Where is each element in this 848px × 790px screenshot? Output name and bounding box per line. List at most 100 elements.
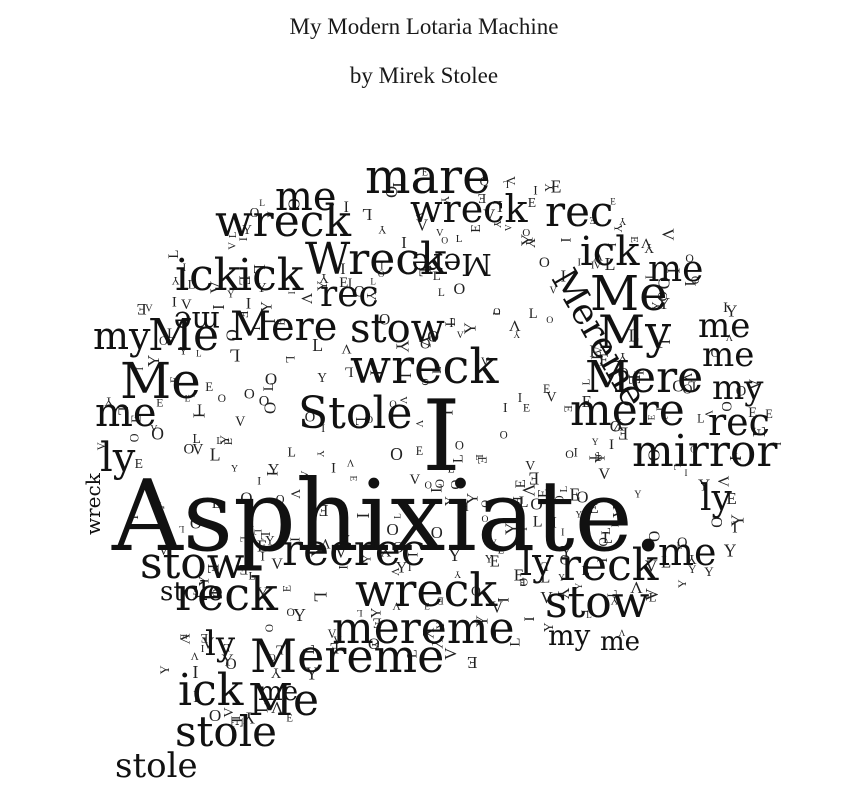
filler-letter: L <box>430 366 444 374</box>
filler-letter: L <box>734 452 740 463</box>
filler-letter: V <box>414 212 424 219</box>
filler-letter: V <box>489 539 497 550</box>
filler-letter: L <box>415 267 434 277</box>
filler-letter: L <box>127 515 141 523</box>
filler-letter: Y <box>179 344 188 357</box>
filler-letter: I <box>561 266 567 285</box>
filler-letter: Y <box>231 464 238 475</box>
filler-letter: Y <box>523 238 538 248</box>
filler-letter: E <box>625 374 644 384</box>
filler-letter: L <box>558 486 570 493</box>
author-byline: by Mirek Stolee <box>349 63 499 88</box>
filler-letter: I <box>771 442 783 446</box>
filler-letter: Y <box>257 280 267 296</box>
cloud-word: ick <box>238 250 304 301</box>
filler-letter: V <box>202 634 215 653</box>
filler-letter: L <box>655 339 672 348</box>
filler-letter: L <box>519 493 529 511</box>
cloud-word: ly <box>205 624 236 664</box>
filler-letter: L <box>178 524 184 534</box>
cloud-word: Mere <box>585 352 703 403</box>
filler-letter: O <box>159 334 168 348</box>
filler-letter: V <box>415 335 434 347</box>
filler-letter: I <box>331 461 336 477</box>
filler-letter: L <box>228 232 239 238</box>
filler-letter: Y <box>612 416 624 435</box>
filler-letter: L <box>580 378 592 385</box>
filler-letter: E <box>286 712 293 724</box>
filler-letter: E <box>610 197 616 207</box>
filler-letter: Y <box>315 450 325 457</box>
filler-letter: V <box>609 506 628 518</box>
filler-letter: E <box>156 396 163 410</box>
filler-letter: E <box>589 499 599 517</box>
filler-letter: I <box>726 456 745 461</box>
filler-letter: Y <box>380 542 391 559</box>
filler-letter: V <box>726 332 733 343</box>
filler-letter: Y <box>369 607 385 618</box>
filler-letter: V <box>702 410 714 419</box>
cloud-word: reck <box>560 540 659 591</box>
filler-letter: L <box>370 277 376 287</box>
filler-letter: E <box>178 634 189 640</box>
filler-letter: V <box>503 176 517 185</box>
filler-letter: Y <box>618 215 626 226</box>
filler-letter: O <box>151 423 164 443</box>
cloud-word: ick <box>178 665 244 716</box>
filler-letter: O <box>209 706 221 725</box>
filler-letter: V <box>192 442 203 459</box>
filler-letter: L <box>362 205 372 224</box>
filler-letter: I <box>347 276 352 291</box>
filler-letter: O <box>471 584 481 599</box>
filler-letter: L <box>257 532 272 541</box>
filler-letter: O <box>493 305 500 316</box>
filler-letter: I <box>209 304 228 310</box>
filler-letter: V <box>481 354 490 368</box>
filler-letter: L <box>603 528 613 547</box>
filler-letter: O <box>709 517 726 528</box>
filler-letter: L <box>283 356 297 364</box>
filler-letter: E <box>589 351 605 360</box>
filler-letter: L <box>166 249 182 258</box>
filler-letter: E <box>561 405 574 412</box>
filler-letter: I <box>732 518 738 537</box>
cloud-word: mere <box>570 385 685 436</box>
filler-letter: Y <box>392 340 412 353</box>
filler-letter: L <box>529 306 538 322</box>
filler-letter: I <box>493 626 498 642</box>
filler-letter: I <box>366 370 386 376</box>
cloud-word: Me <box>590 266 668 322</box>
filler-letter: V <box>392 600 401 613</box>
filler-letter: I <box>264 471 281 476</box>
filler-letter: E <box>617 423 628 443</box>
filler-letter: L <box>586 610 592 620</box>
filler-letter: I <box>404 552 420 557</box>
filler-letter: O <box>689 276 701 284</box>
filler-letter: L <box>587 451 603 460</box>
filler-letter: L <box>429 483 446 492</box>
filler-letter: V <box>540 588 553 607</box>
filler-letter: I <box>183 262 187 274</box>
filler-letter: I <box>574 445 578 459</box>
cloud-word: me <box>658 530 717 574</box>
filler-letter: V <box>483 206 495 225</box>
cloud-word: my <box>548 619 591 652</box>
filler-letter: O <box>711 346 720 360</box>
filler-letter: E <box>168 376 181 383</box>
filler-letter: I <box>201 643 205 655</box>
filler-letter: V <box>504 224 514 231</box>
cloud-word: Wreck <box>305 234 447 285</box>
filler-letter: I <box>257 474 261 488</box>
filler-letter: Y <box>293 605 306 625</box>
filler-letter: I <box>663 268 683 274</box>
filler-letter: V <box>221 707 237 718</box>
cloud-word: wreck <box>350 339 499 395</box>
filler-letter: I <box>653 407 667 411</box>
filler-letter: O <box>539 254 550 271</box>
filler-letter: V <box>618 628 625 638</box>
filler-letter: I <box>287 537 302 542</box>
filler-letter: I <box>380 261 384 273</box>
filler-letter: I <box>558 238 574 243</box>
filler-letter: E <box>599 351 609 370</box>
